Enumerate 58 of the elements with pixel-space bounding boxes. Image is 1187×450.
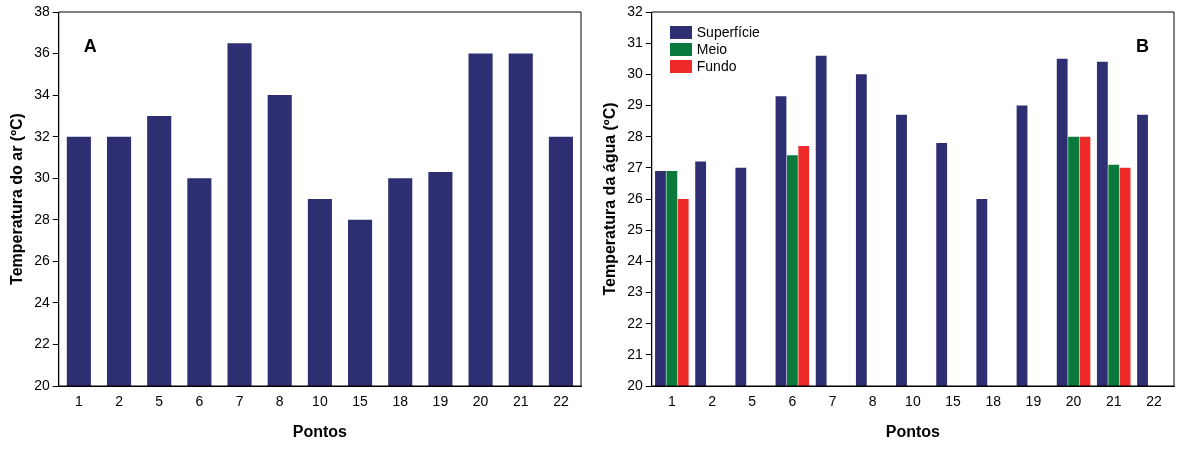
x-tick-label: 5	[155, 393, 164, 410]
y-tick-label: 20	[627, 376, 643, 393]
y-tick-label: 36	[34, 44, 50, 61]
x-tick-label: 1	[667, 393, 676, 410]
y-axis-title: Temperatura da água (ºC)	[601, 102, 619, 296]
x-tick-label: 6	[195, 393, 204, 410]
y-tick-label: 28	[627, 127, 643, 144]
x-tick-label: 7	[828, 393, 837, 410]
y-tick-label: 27	[627, 158, 643, 175]
annotation: B	[1136, 35, 1149, 56]
y-tick-label: 28	[34, 210, 50, 227]
y-tick-label: 20	[34, 376, 50, 393]
y-tick-label: 24	[34, 293, 50, 310]
x-tick-label: 10	[312, 393, 328, 410]
y-tick-label: 21	[627, 345, 643, 362]
x-tick-label: 18	[392, 393, 409, 410]
x-tick-label: 21	[512, 393, 529, 410]
x-tick-label: 6	[788, 393, 797, 410]
y-axis-title: Temperatura do ar (ºC)	[8, 113, 26, 285]
y-tick-label: 30	[627, 65, 643, 82]
x-tick-label: 19	[432, 393, 449, 410]
x-tick-label: 8	[868, 393, 877, 410]
x-tick-label: 8	[275, 393, 284, 410]
x-tick-label: 2	[708, 393, 717, 410]
legend-label: Meio	[696, 41, 728, 58]
x-tick-label: 7	[235, 393, 244, 410]
y-tick-label: 22	[34, 335, 50, 352]
x-axis-title: Pontos	[885, 422, 941, 440]
x-tick-label: 5	[748, 393, 757, 410]
x-axis-title: Pontos	[292, 422, 348, 440]
x-tick-label: 10	[905, 393, 921, 410]
x-tick-label: 1	[74, 393, 83, 410]
y-tick-label: 38	[34, 2, 50, 19]
x-tick-label: 19	[1025, 393, 1042, 410]
y-tick-label: 34	[34, 85, 50, 102]
x-tick-label: 22	[1146, 393, 1162, 410]
y-tick-label: 32	[34, 127, 50, 144]
legend-label: Fundo	[696, 58, 737, 75]
x-tick-label: 20	[472, 393, 489, 410]
x-tick-label: 22	[553, 393, 569, 410]
y-tick-label: 31	[627, 34, 643, 51]
x-tick-label: 15	[352, 393, 369, 410]
y-tick-label: 23	[627, 283, 643, 300]
y-tick-label: 25	[627, 221, 643, 238]
x-tick-label: 15	[945, 393, 962, 410]
y-tick-label: 30	[34, 169, 50, 186]
legend-label: Superfície	[696, 24, 760, 41]
x-tick-label: 20	[1065, 393, 1082, 410]
x-tick-label: 2	[115, 393, 124, 410]
x-tick-label: 18	[985, 393, 1002, 410]
annotation: A	[83, 35, 97, 56]
x-tick-label: 21	[1105, 393, 1122, 410]
y-tick-label: 24	[627, 252, 643, 269]
y-tick-label: 26	[34, 252, 50, 269]
y-tick-label: 26	[627, 189, 643, 206]
y-tick-label: 32	[627, 2, 643, 19]
y-tick-label: 29	[627, 96, 643, 113]
y-tick-label: 22	[627, 314, 643, 331]
